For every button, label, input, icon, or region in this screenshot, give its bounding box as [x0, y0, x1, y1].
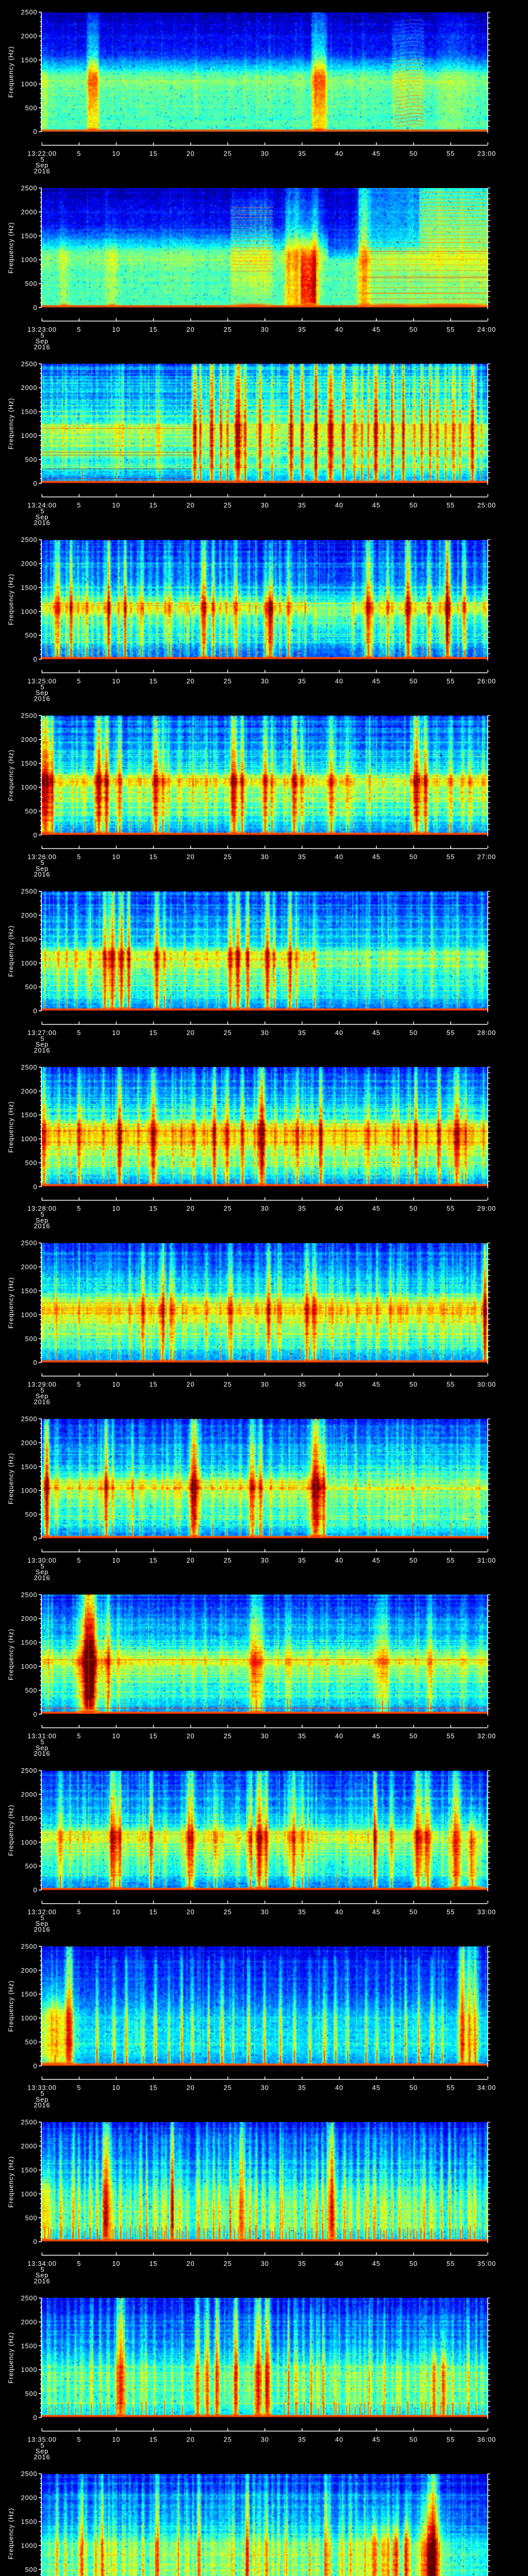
svg-text:26:00: 26:00: [477, 677, 496, 685]
svg-text:13:22:00: 13:22:00: [27, 150, 57, 158]
svg-text:13:26:00: 13:26:00: [27, 853, 57, 861]
svg-text:13:24:00: 13:24:00: [27, 501, 57, 509]
svg-text:13:27:00: 13:27:00: [27, 1029, 57, 1037]
svg-text:31:00: 31:00: [477, 1556, 496, 1564]
svg-text:30:00: 30:00: [477, 1381, 496, 1388]
svg-text:35:00: 35:00: [477, 2260, 496, 2267]
svg-text:13:23:00: 13:23:00: [27, 326, 57, 333]
svg-text:13:28:00: 13:28:00: [27, 1205, 57, 1212]
svg-text:13:33:00: 13:33:00: [27, 2084, 57, 2092]
svg-text:23:00: 23:00: [477, 150, 496, 158]
svg-text:13:32:00: 13:32:00: [27, 1908, 57, 1916]
svg-text:24:00: 24:00: [477, 326, 496, 333]
svg-text:33:00: 33:00: [477, 1908, 496, 1916]
svg-text:32:00: 32:00: [477, 1732, 496, 1740]
svg-text:25:00: 25:00: [477, 501, 496, 509]
svg-text:13:29:00: 13:29:00: [27, 1381, 57, 1388]
svg-text:27:00: 27:00: [477, 853, 496, 861]
svg-text:13:34:00: 13:34:00: [27, 2260, 57, 2267]
svg-text:13:30:00: 13:30:00: [27, 1556, 57, 1564]
svg-text:34:00: 34:00: [477, 2084, 496, 2092]
svg-text:28:00: 28:00: [477, 1029, 496, 1037]
svg-text:13:25:00: 13:25:00: [27, 677, 57, 685]
svg-text:13:31:00: 13:31:00: [27, 1732, 57, 1740]
svg-text:29:00: 29:00: [477, 1205, 496, 1212]
svg-text:36:00: 36:00: [477, 2435, 496, 2443]
svg-text:13:35:00: 13:35:00: [27, 2435, 57, 2443]
